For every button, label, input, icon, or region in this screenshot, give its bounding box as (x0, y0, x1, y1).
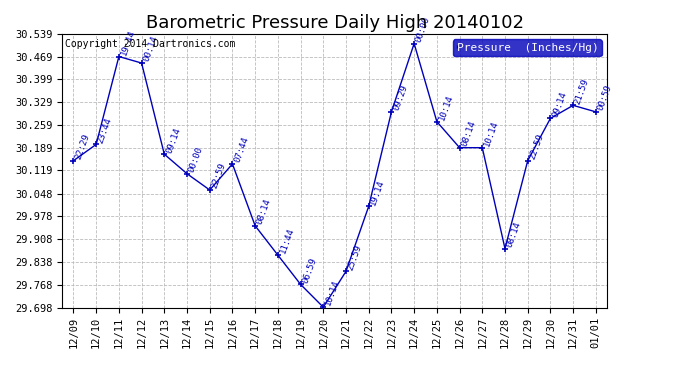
Legend: Pressure  (Inches/Hg): Pressure (Inches/Hg) (453, 39, 602, 56)
Text: 21:59: 21:59 (573, 77, 591, 105)
Text: 08:14: 08:14 (255, 198, 273, 226)
Text: 10:14: 10:14 (482, 119, 500, 148)
Text: 07:44: 07:44 (233, 136, 250, 164)
Text: 22:29: 22:29 (73, 132, 91, 161)
Text: 00:00: 00:00 (414, 15, 432, 44)
Text: 22:59: 22:59 (210, 162, 228, 190)
Text: 06:59: 06:59 (301, 256, 318, 284)
Text: 19:14: 19:14 (368, 178, 386, 206)
Text: 22:59: 22:59 (528, 132, 545, 161)
Text: 10:14: 10:14 (437, 93, 455, 122)
Text: 19:44: 19:44 (119, 28, 137, 57)
Text: 10:14: 10:14 (324, 279, 341, 307)
Text: 09:14: 09:14 (164, 126, 182, 154)
Text: 00:59: 00:59 (596, 84, 613, 112)
Text: 00:14: 00:14 (141, 35, 159, 63)
Text: 25:59: 25:59 (346, 243, 364, 272)
Text: 08:14: 08:14 (460, 119, 477, 148)
Title: Barometric Pressure Daily High 20140102: Barometric Pressure Daily High 20140102 (146, 14, 524, 32)
Text: 09:29: 09:29 (391, 84, 409, 112)
Text: 23:44: 23:44 (96, 116, 114, 144)
Text: 08:14: 08:14 (505, 220, 522, 249)
Text: Copyright 2014 Dartronics.com: Copyright 2014 Dartronics.com (65, 39, 235, 49)
Text: 11:44: 11:44 (278, 227, 295, 255)
Text: 00:00: 00:00 (187, 146, 205, 174)
Text: 09:14: 09:14 (551, 90, 568, 118)
